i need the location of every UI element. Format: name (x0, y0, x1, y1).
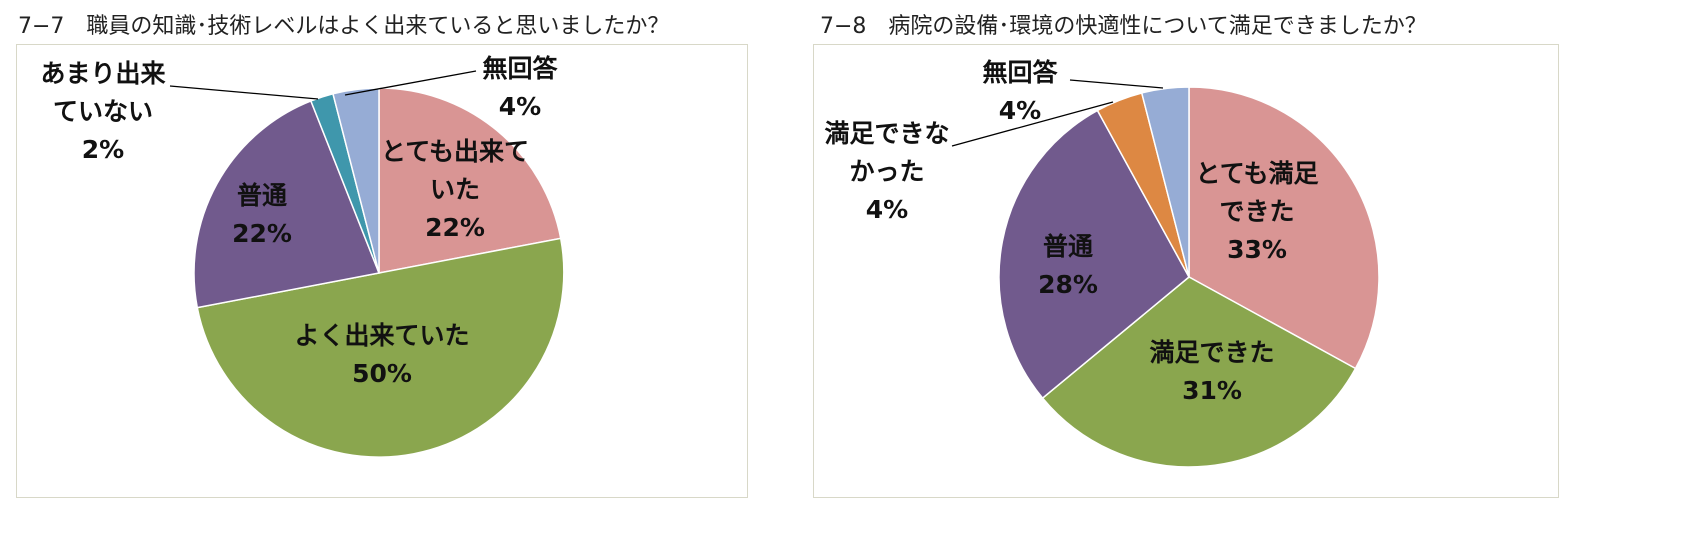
leader-line (1069, 79, 1164, 89)
slice-label-name: 無回答 (982, 58, 1058, 87)
pie-slice (332, 87, 380, 274)
slice-label-name: あまり出来 ていない (40, 59, 166, 126)
slice-label: 満足できた 31% (1149, 334, 1274, 410)
slice-label-name: 満足できな かった (824, 119, 950, 186)
slice-label: 普通 28% (1038, 228, 1098, 304)
slice-label-value: 33% (1227, 235, 1287, 264)
pie-slice (1140, 86, 1190, 278)
pie-slice (193, 100, 381, 309)
slice-label-name: 無回答 (482, 54, 558, 83)
slice-label-name: 普通 (236, 181, 287, 210)
slice-label-name: 普通 (1042, 232, 1093, 261)
slice-label-name: 満足できた (1149, 338, 1275, 367)
slice-label: 無回答 4% (482, 50, 557, 126)
slice-label-value: 28% (1038, 270, 1098, 299)
slice-label-value: 4% (865, 195, 909, 224)
pie-slice (196, 237, 565, 458)
slice-label-value: 22% (232, 219, 292, 248)
slice-label: 満足できな かった 4% (824, 115, 949, 229)
chart-title: 7−8 病院の設備･環境の快適性について満足できましたか？ (820, 14, 1427, 39)
leader-line (169, 85, 319, 100)
slice-label: 普通 22% (232, 177, 292, 253)
leader-line (344, 70, 477, 96)
pie-slice (378, 87, 562, 274)
slice-label-value: 4% (498, 92, 542, 121)
slice-label: 無回答 4% (982, 54, 1057, 130)
slice-label: とても出来て いた 22% (381, 133, 529, 247)
slice-label-value: 31% (1182, 376, 1242, 405)
slice-label: とても満足 できた 33% (1195, 155, 1318, 269)
slice-label-value: 2% (81, 135, 125, 164)
slice-label-value: 50% (352, 359, 412, 388)
pie-slice (1041, 276, 1357, 468)
chart-title: 7−7 職員の知識･技術レベルはよく出来ていると思いましたか？ (18, 14, 670, 39)
slice-label-name: とても満足 できた (1195, 159, 1319, 226)
pie-slice (998, 109, 1190, 400)
slice-label-value: 4% (998, 96, 1042, 125)
slice-label: あまり出来 ていない 2% (40, 55, 165, 169)
slice-label: よく出来ていた 50% (294, 317, 469, 393)
pie-slice (1188, 86, 1380, 370)
slice-label-name: とても出来て いた (380, 137, 530, 204)
slice-label-name: よく出来ていた (294, 321, 470, 350)
slice-label-value: 22% (425, 213, 485, 242)
leader-line (951, 101, 1114, 147)
